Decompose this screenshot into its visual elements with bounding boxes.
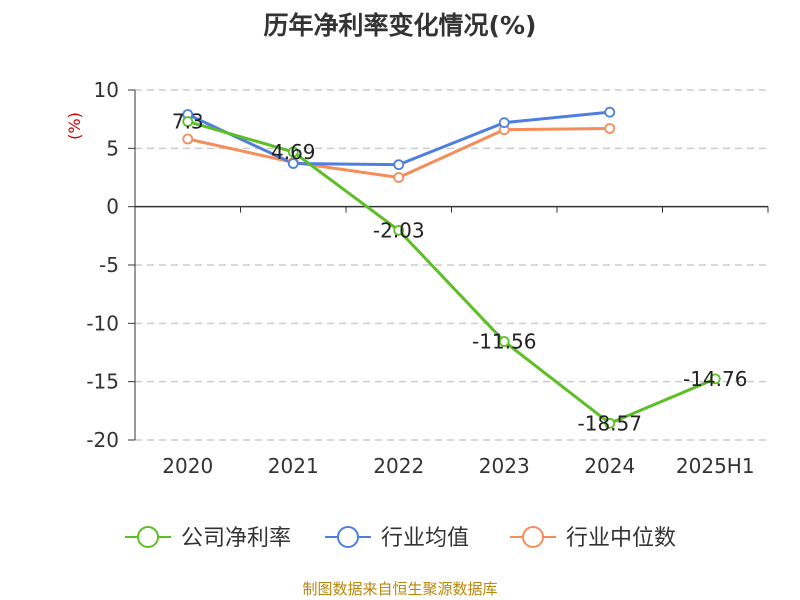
data-point-1 [393,159,405,171]
chart-title: 历年净利率变化情况(%) [263,11,537,40]
y-axis-label: (%) [65,112,84,140]
series-line-0 [187,120,716,425]
data-point-2 [182,133,194,145]
y-tick-label: -5 [99,253,119,277]
data-point-1 [604,106,616,118]
series-lines [187,110,716,425]
legend: 公司净利率 行业均值 行业中位数 [125,526,676,551]
y-tick-label: -15 [86,370,119,394]
data-point-0 [182,116,194,127]
y-tick-label: 10 [94,78,119,102]
data-point-0 [393,224,405,236]
data-label: -14.76 [683,367,747,391]
data-point-0 [498,336,510,347]
data-point-2 [604,123,616,134]
data-label: 7.3 [172,110,204,134]
legend-marker [522,526,544,548]
grid-lines [135,89,768,441]
legend-label: 行业中位数 [566,526,676,551]
legend-marker [337,526,359,548]
data-point-0 [287,146,299,158]
data-label: -18.57 [578,411,642,435]
x-tick-label: 2020 [162,454,213,478]
data-point-1 [498,117,510,129]
x-tick-label: 2023 [479,454,530,478]
y-tick-label: 5 [106,136,119,160]
x-tick-label: 2021 [268,454,319,478]
x-tick-label: 2024 [584,454,635,478]
data-label: -2.03 [373,218,425,242]
data-point-1 [287,158,299,169]
data-point-2 [393,172,405,183]
data-label: 4.69 [271,140,316,164]
y-tick-label: -20 [86,428,119,452]
legend-label: 公司净利率 [181,526,291,551]
series-line-2 [187,127,610,179]
data-labels: 7.3 4.69 -2.03 -11.56 -18.57 -14.76 [172,110,748,436]
data-label: -11.56 [472,330,536,354]
y-tick-label: -10 [86,311,119,335]
data-points [182,106,721,429]
axes: 10 5 0 -5 -10 -15 -20 2020 2021 2022 2023 2024 2025H… [86,78,769,478]
x-tick-label: 2025H1 [676,454,755,478]
legend-marker [137,526,159,548]
source-note: 制图数据来自恒生聚源数据库 [302,580,498,598]
data-point-0 [709,373,721,385]
legend-label: 行业均值 [381,526,469,551]
data-point-0 [604,417,616,429]
y-tick-label: 0 [106,195,119,219]
x-tick-label: 2022 [373,454,424,478]
